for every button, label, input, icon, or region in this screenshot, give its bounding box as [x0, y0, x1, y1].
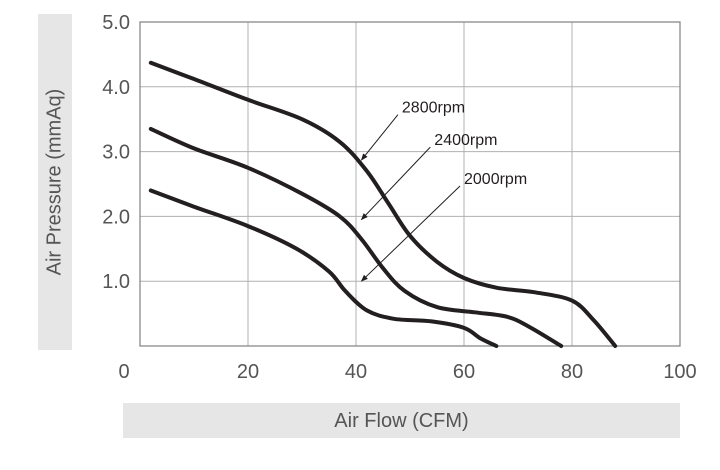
series-line-2400rpm [148, 126, 564, 348]
y-tick-label: 1.0 [102, 271, 130, 293]
plot-frame [139, 21, 681, 347]
y-tick-label: 4.0 [102, 77, 130, 99]
annotation-label-2000rpm: 2000rpm [464, 171, 527, 188]
x-tick-label: 80 [561, 361, 583, 383]
annotation-arrow-2800rpm [360, 114, 399, 161]
y-tick-label: 2.0 [102, 206, 130, 228]
annotation-arrow-2000rpm [360, 185, 461, 282]
series-line-2000rpm [148, 188, 499, 348]
x-tick-label: 100 [663, 361, 696, 383]
x-tick-label: 0 [118, 361, 129, 383]
series-line-2800rpm [148, 60, 618, 348]
y-axis-label-panel [38, 14, 72, 350]
annotation-label-2400rpm: 2400rpm [434, 132, 497, 149]
x-axis-label-panel: Air Flow (CFM) [123, 403, 680, 438]
x-axis-label: Air Flow (CFM) [334, 410, 469, 432]
x-tick-label: 20 [237, 361, 259, 383]
annotation-label-2800rpm: 2800rpm [402, 100, 465, 117]
x-tick-label: 60 [453, 361, 475, 383]
annotation-arrow-2400rpm [360, 146, 431, 221]
y-tick-label: 5.0 [102, 12, 130, 34]
x-tick-label: 40 [345, 361, 367, 383]
y-tick-label: 3.0 [102, 142, 130, 164]
